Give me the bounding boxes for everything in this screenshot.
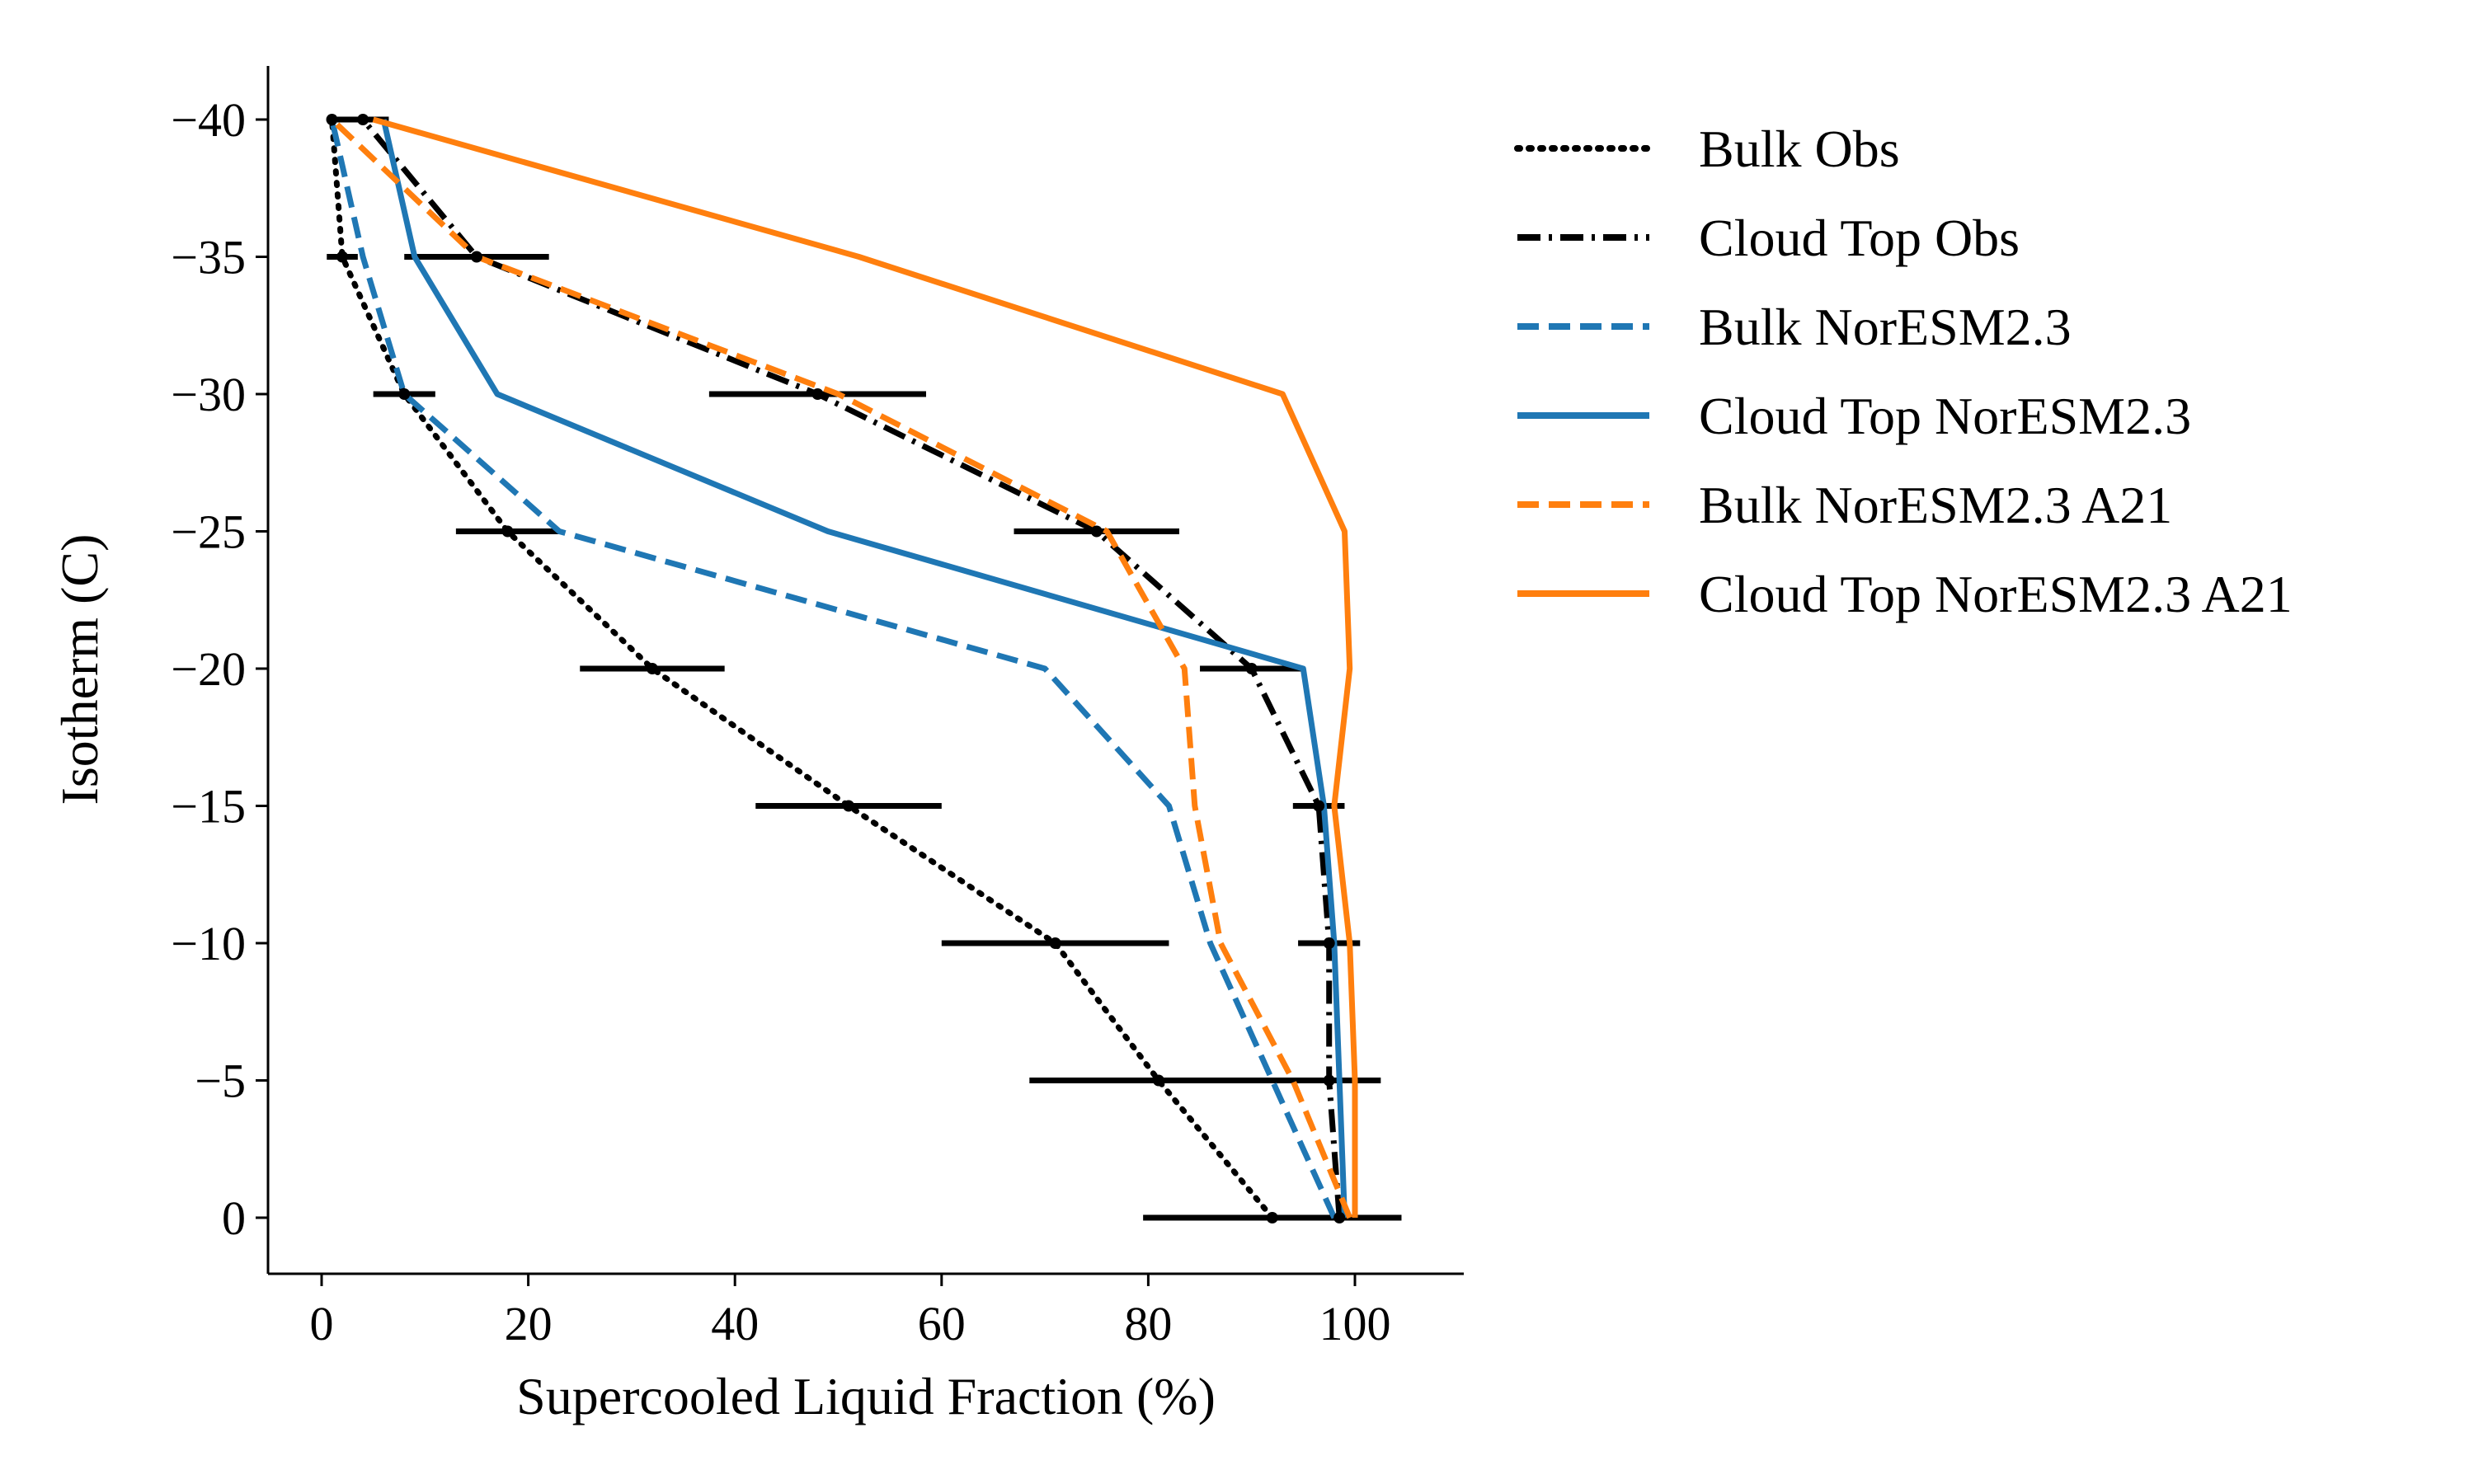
y-tick-label: −20 (171, 642, 246, 696)
obs-point (326, 114, 338, 125)
legend-label-cloud-top-noresm2-3: Cloud Top NorESM2.3 (1699, 387, 2191, 445)
series-line-bulk-noresm2-3-a21 (330, 117, 1352, 1219)
obs-point (1266, 1212, 1278, 1223)
obs-point (1313, 800, 1325, 812)
obs-point (398, 388, 411, 400)
obs-point (1323, 937, 1335, 949)
obs-point (501, 525, 514, 538)
y-axis-label: Isotherm (C) (50, 534, 109, 805)
obs-point (1152, 1074, 1164, 1087)
x-ticks: 0 20 40 60 80 100 (310, 1274, 1391, 1350)
series-line-cloud-top-noresm2-3 (380, 119, 1348, 1219)
x-axis-label: Supercooled Liquid Fraction (%) (516, 1367, 1216, 1425)
obs-point (1245, 663, 1258, 674)
legend-label-cloud-top-obs: Cloud Top Obs (1699, 209, 2020, 267)
y-tick-label: −30 (171, 368, 246, 421)
y-tick-label: −5 (195, 1054, 246, 1108)
y-ticks: −40 −35 −30 −25 −20 −15 −10 −5 0 (171, 93, 268, 1245)
legend-label-bulk-noresm2-3: Bulk NorESM2.3 (1699, 298, 2072, 356)
y-tick-label: 0 (222, 1191, 246, 1245)
obs-point (470, 251, 482, 263)
x-tick-label: 60 (918, 1297, 966, 1350)
series-line-cloud-top-obs (360, 117, 1343, 1219)
x-tick-label: 100 (1319, 1297, 1391, 1350)
x-tick-label: 80 (1124, 1297, 1172, 1350)
legend-label-bulk-obs: Bulk Obs (1699, 120, 1900, 178)
observation-markers (326, 114, 1346, 1223)
legend: Bulk Obs Cloud Top Obs Bulk NorESM2.3 Cloud… (1514, 120, 2293, 623)
obs-point (336, 251, 349, 263)
y-tick-label: −35 (171, 231, 246, 284)
error-bars (327, 116, 1402, 1221)
y-tick-label: −40 (171, 93, 246, 147)
obs-point (1323, 1074, 1335, 1087)
x-tick-label: 0 (310, 1297, 334, 1350)
y-tick-label: −10 (171, 917, 246, 970)
obs-point (646, 663, 658, 674)
obs-point (1049, 937, 1061, 949)
x-tick-label: 20 (505, 1297, 553, 1350)
x-tick-label: 40 (711, 1297, 759, 1350)
obs-point (843, 800, 855, 812)
series-line-bulk-noresm2-3 (329, 119, 1338, 1219)
obs-point (357, 114, 369, 125)
series-line-cloud-top-noresm2-3-a21 (372, 116, 1358, 1218)
obs-point (811, 388, 824, 400)
series-line-bulk-obs (329, 116, 1276, 1221)
legend-label-cloud-top-noresm2-3-a21: Cloud Top NorESM2.3 A21 (1699, 565, 2293, 623)
y-tick-label: −15 (171, 780, 246, 834)
obs-point (1333, 1212, 1346, 1223)
obs-point (1090, 525, 1103, 538)
y-tick-label: −25 (171, 505, 246, 559)
legend-label-bulk-noresm2-3-a21: Bulk NorESM2.3 A21 (1699, 476, 2172, 534)
